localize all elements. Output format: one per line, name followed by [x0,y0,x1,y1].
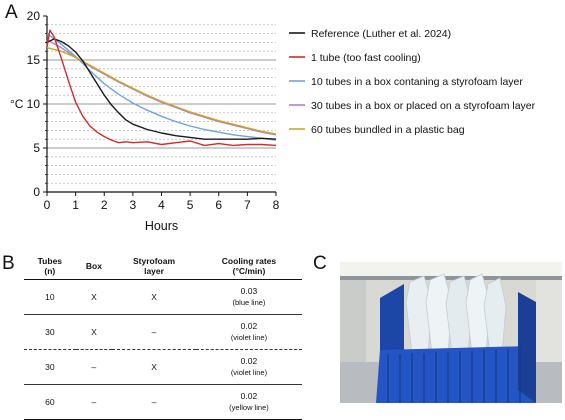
x-tick-label: 1 [72,198,79,212]
x-tick-label: 2 [101,198,108,212]
cell-styrofoam: X [112,349,196,385]
table-row: 30 X – 0.02 (violet line) [24,314,302,350]
rate-value: 0.02 [240,321,258,331]
y-axis-label: °C [10,97,24,111]
series-line [46,38,277,140]
series-line [46,39,277,136]
legend-label: 1 tube (too fast cooling) [311,52,421,64]
fridge-top-light [340,262,562,276]
rate-line-label: (violet line) [230,333,268,342]
cell-styrofoam: – [112,314,196,350]
plastic-bags [405,273,507,355]
chart-ticks: 0 1 2 3 4 5 6 7 8 0 5 10 15 20 [27,9,280,212]
chart-grid [47,24,276,184]
legend-label: 10 tubes in a box contaning a styrofoam … [311,76,523,88]
legend-label: Reference (Luther et al. 2024) [311,28,451,40]
x-tick-label: 7 [244,198,251,212]
rate-line-label: (blue line) [232,298,266,307]
header-styrofoam: Styrofoam layer [112,252,196,280]
series-line [46,47,277,135]
cell-tubes: 30 [24,314,76,350]
cell-styrofoam: – [112,384,196,420]
cell-styrofoam: X [112,279,196,315]
panel-label-b: B [2,253,15,274]
cell-box: X [75,314,113,350]
fridge-photo [340,262,562,403]
x-tick-label: 4 [158,198,165,212]
cell-rate: 0.02 (violet line) [195,314,302,350]
y-tick-label: 20 [27,9,41,23]
y-tick-label: 15 [27,53,41,67]
x-tick-label: 3 [130,198,137,212]
rate-line-label: (yellow line) [229,403,269,412]
header-box: Box [75,252,113,280]
y-tick-label: 0 [33,185,40,199]
table-row: 10 X X 0.03 (blue line) [24,279,302,315]
header-tubes: Tubes (n) [24,252,76,280]
cell-tubes: 10 [24,279,76,315]
x-tick-label: 5 [187,198,194,212]
x-tick-label: 6 [215,198,222,212]
cooling-rate-table: Tubes (n) Box Styrofoam layer Cooling ra… [24,252,302,420]
x-axis-label: Hours [145,219,178,233]
cell-rate: 0.02 (yellow line) [195,384,302,420]
cell-box: – [75,384,113,420]
table-row: 30 – X 0.02 (violet line) [24,349,302,385]
top-shelf-edge [340,276,562,280]
table-row: 60 – – 0.02 (yellow line) [24,384,302,420]
blue-box [376,284,536,403]
y-tick-label: 5 [33,141,40,155]
cooling-rate-table-panel: Tubes (n) Box Styrofoam layer Cooling ra… [24,252,302,420]
panel-label-c: C [313,253,327,274]
cooling-chart: 0 1 2 3 4 5 6 7 8 0 5 10 15 20 Reference (Luther et a… [10,9,536,233]
rate-value: 0.03 [240,286,258,296]
cell-tubes: 30 [24,349,76,385]
panel-label-a: A [5,2,18,23]
x-tick-label: 8 [273,198,280,212]
cell-box: X [75,279,113,315]
chart-legend: Reference (Luther et al. 2024) 1 tube (to… [289,28,536,136]
legend-label: 30 tubes in a box or placed on a styrofo… [311,100,536,112]
cell-box: – [75,349,113,385]
header-cooling-rate: Cooling rates (°C/min) [195,252,302,280]
rate-value: 0.02 [240,391,258,401]
rate-line-label: (violet line) [230,368,268,377]
cell-rate: 0.02 (violet line) [195,349,302,385]
x-tick-label: 0 [44,198,51,212]
chart-series [46,29,277,147]
legend-label: 60 tubes bundled in a plastic bag [311,124,465,136]
series-line [46,29,277,147]
rate-value: 0.02 [240,356,258,366]
cell-tubes: 60 [24,384,76,420]
cell-rate: 0.03 (blue line) [195,279,302,315]
series-line [46,33,277,141]
y-tick-label: 10 [27,97,41,111]
